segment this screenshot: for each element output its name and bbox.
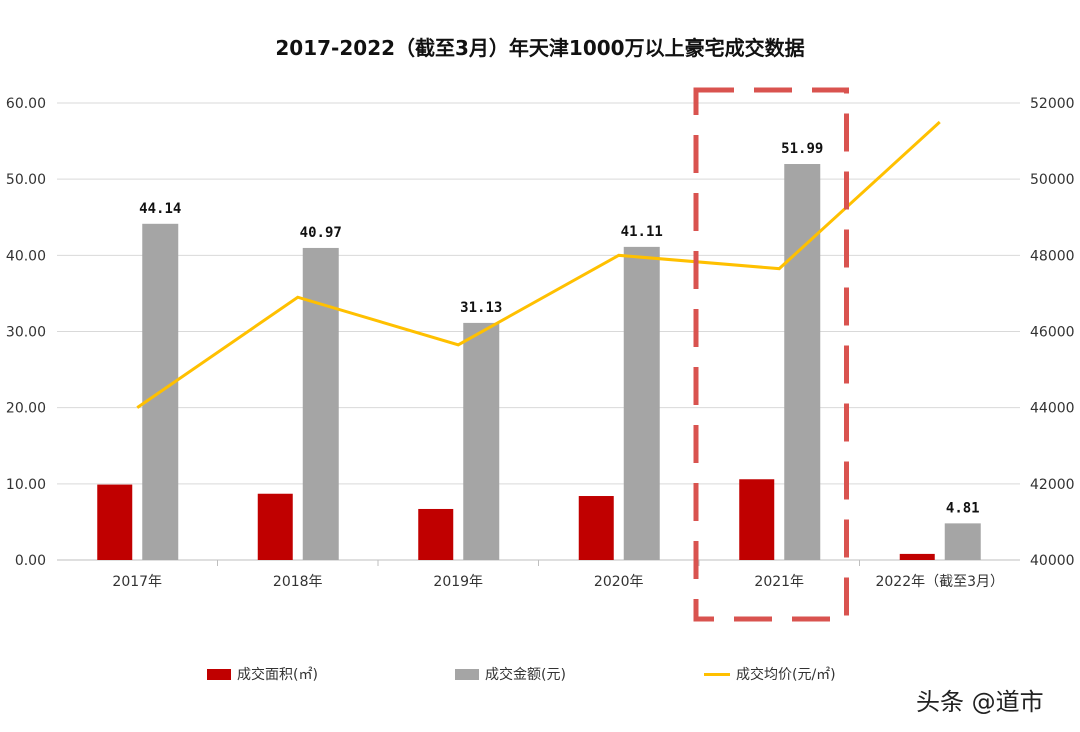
legend-label: 成交面积(㎡) [237, 667, 318, 683]
data-label: 4.81 [946, 500, 980, 516]
y-right-tick-label: 40000 [1030, 553, 1075, 569]
y-left-tick-label: 20.00 [6, 401, 46, 417]
y-right-tick-label: 42000 [1030, 477, 1075, 493]
y-left-tick-label: 30.00 [6, 325, 46, 341]
bar-amount [784, 164, 821, 560]
line-avg-price [136, 120, 941, 409]
bar-area [578, 496, 614, 560]
data-label: 31.13 [460, 300, 502, 316]
y-right-tick-label: 52000 [1030, 96, 1075, 112]
bar-area [257, 493, 293, 560]
y-left-tick-label: 60.00 [6, 96, 46, 112]
legend-item-area: 成交面积(㎡) [207, 664, 318, 684]
y-right-tick-label: 44000 [1030, 401, 1075, 417]
watermark: 头条 @道市 [916, 688, 1044, 716]
highlight-box [693, 87, 849, 622]
bar-area [739, 479, 775, 560]
bar-amount [623, 246, 660, 560]
y-left-tick-label: 0.00 [15, 553, 46, 569]
y-right-tick-label: 50000 [1030, 172, 1075, 188]
y-right-tick-label: 48000 [1030, 248, 1075, 264]
x-tick-label: 2022年（截至3月） [875, 574, 1004, 590]
x-tick-label: 2018年 [273, 574, 323, 590]
data-label: 40.97 [300, 225, 342, 241]
y-left-tick-label: 50.00 [6, 172, 46, 188]
x-tick-label: 2017年 [112, 574, 162, 590]
legend-swatch [207, 668, 231, 680]
bar-area [418, 508, 454, 560]
legend-item-amount: 成交金额(元) [455, 664, 566, 684]
bar-area [97, 484, 133, 560]
bar-amount [302, 247, 339, 560]
bar-area [899, 553, 935, 560]
legend-swatch [704, 672, 730, 676]
data-label: 44.14 [139, 201, 181, 217]
legend-swatch [455, 668, 479, 680]
y-left-tick-label: 10.00 [6, 477, 46, 493]
x-tick-label: 2020年 [594, 574, 644, 590]
data-label: 41.11 [621, 224, 663, 240]
bar-amount [463, 322, 500, 560]
legend-item-price: 成交均价(元/㎡) [704, 664, 836, 684]
y-left-tick-label: 40.00 [6, 248, 46, 264]
legend-label: 成交金额(元) [485, 667, 566, 683]
x-tick-label: 2019年 [433, 574, 483, 590]
chart-title: 2017-2022（截至3月）年天津1000万以上豪宅成交数据 [275, 36, 805, 60]
legend-label: 成交均价(元/㎡) [736, 667, 836, 683]
y-right-tick-label: 46000 [1030, 325, 1075, 341]
data-label: 51.99 [781, 141, 823, 157]
x-tick-label: 2021年 [754, 574, 804, 590]
bar-amount [944, 523, 981, 560]
